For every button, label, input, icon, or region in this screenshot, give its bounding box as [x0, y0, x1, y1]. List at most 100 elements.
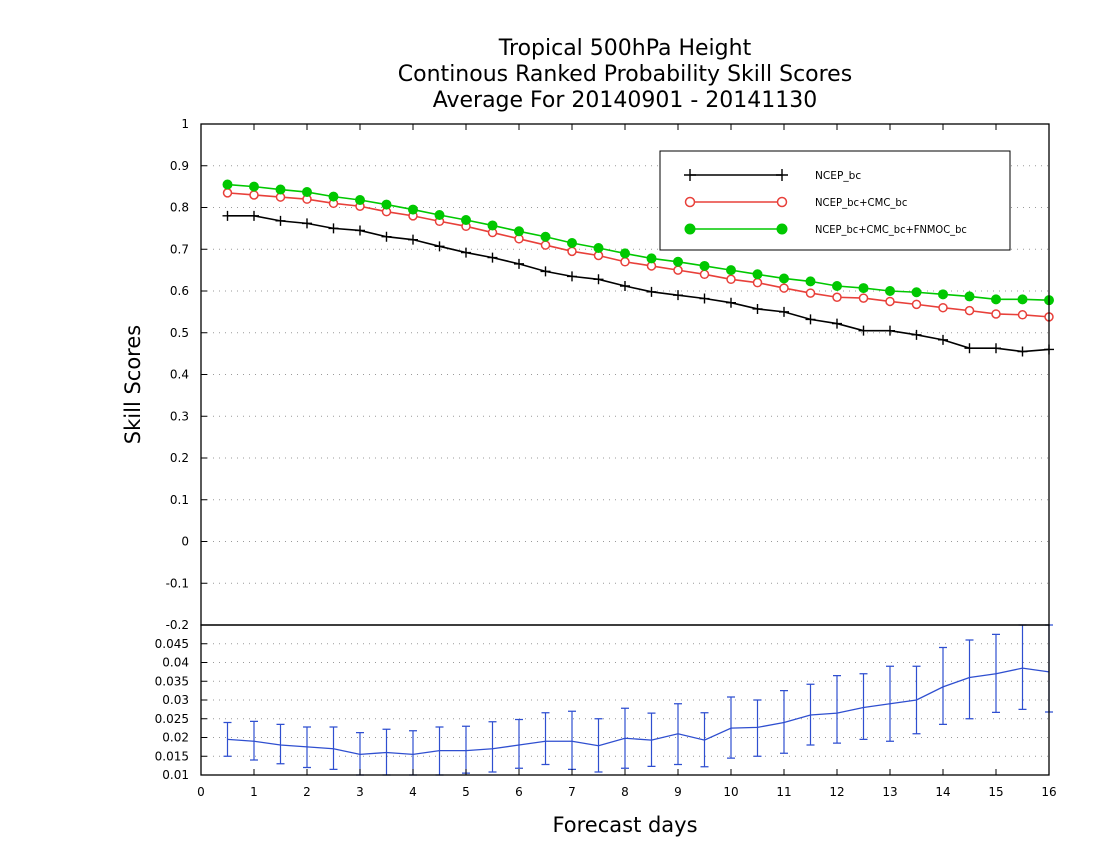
data-point-filled-circle	[964, 291, 975, 302]
error-bar	[594, 718, 603, 773]
data-point-plus	[832, 318, 842, 329]
error-bar	[488, 721, 497, 773]
data-point-filled-circle	[1017, 294, 1028, 305]
data-point-open-circle	[805, 288, 816, 298]
data-point-filled-circle	[885, 286, 895, 296]
data-point-open-circle	[752, 277, 763, 288]
data-point-plus	[911, 329, 922, 340]
x-tick-label: 7	[568, 785, 576, 799]
data-point-plus	[461, 247, 471, 258]
error-bar	[462, 725, 470, 774]
error-bar	[647, 712, 656, 767]
legend-marker-open-circle	[776, 196, 788, 208]
error-bar	[621, 707, 629, 769]
legend-marker-open-circle	[684, 196, 696, 208]
y-tick-label-top: 0.1	[170, 493, 189, 507]
x-tick-label: 2	[303, 785, 311, 799]
data-point-plus	[779, 306, 789, 317]
error-bar	[886, 665, 894, 742]
y-tick-label-bottom: 0.02	[162, 731, 189, 745]
x-tick-label: 4	[409, 785, 417, 799]
x-axis-label: Forecast days	[552, 813, 697, 837]
x-tick-label: 9	[674, 785, 682, 799]
data-point-plus	[302, 218, 312, 229]
data-point-plus	[991, 343, 1001, 354]
chart-title-line-3: Average For 20140901 - 20141130	[432, 88, 818, 113]
data-point-filled-circle	[487, 220, 498, 231]
error-bar	[912, 665, 921, 735]
data-point-open-circle	[620, 257, 630, 267]
data-point-filled-circle	[752, 269, 763, 280]
y-tick-label-top: 0.2	[170, 451, 189, 465]
data-point-open-circle	[858, 293, 869, 303]
data-point-plus	[752, 303, 763, 314]
plot-frame-bottom	[200, 624, 1050, 776]
x-tick-label: 16	[1041, 785, 1056, 799]
legend-marker-plus	[684, 169, 696, 181]
data-point-filled-circle	[302, 187, 312, 198]
data-point-plus	[646, 286, 657, 297]
legend-marker-filled-circle	[776, 223, 788, 235]
legend-label: NCEP_bc	[815, 169, 861, 182]
data-point-filled-circle	[461, 215, 471, 226]
data-point-plus	[434, 241, 445, 252]
y-tick-label-top: 0.8	[170, 201, 189, 215]
data-point-open-circle	[1017, 310, 1028, 320]
error-bar	[780, 690, 788, 754]
x-tick-label: 0	[197, 785, 205, 799]
data-point-filled-circle	[646, 253, 657, 264]
data-point-plus	[726, 297, 736, 308]
y-tick-label-top: 0.9	[170, 159, 189, 173]
data-point-open-circle	[249, 190, 259, 200]
y-tick-label-top: 0.4	[170, 368, 189, 382]
y-tick-label-top: 0.5	[170, 326, 189, 340]
error-bar	[992, 633, 1000, 713]
x-tick-label: 8	[621, 785, 629, 799]
error-bar	[700, 712, 709, 768]
data-point-plus	[620, 280, 630, 291]
data-point-filled-circle	[991, 294, 1001, 305]
error-bar	[568, 710, 576, 770]
data-point-open-circle	[726, 274, 736, 285]
y-tick-label-top: 0.3	[170, 409, 189, 423]
data-point-plus	[514, 258, 524, 269]
y-tick-label-bottom: 0.045	[155, 637, 189, 651]
x-tick-label: 5	[462, 785, 470, 799]
data-point-filled-circle	[620, 248, 630, 259]
data-point-filled-circle	[408, 204, 418, 215]
data-point-open-circle	[911, 299, 922, 310]
data-point-open-circle	[885, 296, 895, 307]
error-bar	[753, 699, 762, 757]
y-tick-label-bottom: 0.035	[155, 674, 189, 688]
error-bar	[939, 646, 947, 725]
x-tick-label: 15	[988, 785, 1003, 799]
y-axis-label: Skill Scores	[121, 325, 145, 444]
x-tick-label: 12	[829, 785, 844, 799]
data-point-open-circle	[673, 265, 683, 275]
data-point-filled-circle	[567, 237, 577, 248]
data-point-plus	[381, 231, 392, 242]
data-point-filled-circle	[222, 179, 233, 190]
legend-marker-filled-circle	[684, 223, 696, 235]
y-tick-label-top: -0.1	[166, 576, 189, 590]
data-point-filled-circle	[381, 199, 392, 210]
x-tick-label: 11	[776, 785, 791, 799]
y-tick-label-top: 0	[181, 535, 189, 549]
data-point-plus	[222, 210, 233, 221]
data-point-filled-circle	[434, 210, 445, 221]
x-tick-label: 3	[356, 785, 364, 799]
legend-label: NCEP_bc+CMC_bc	[815, 196, 907, 209]
error-bar	[250, 720, 258, 761]
data-point-plus	[673, 290, 683, 301]
data-point-filled-circle	[779, 273, 789, 284]
data-point-filled-circle	[832, 280, 842, 291]
data-point-filled-circle	[726, 265, 736, 276]
data-point-plus	[355, 225, 365, 236]
data-point-plus	[858, 325, 869, 336]
error-bar	[727, 696, 735, 759]
x-tick-label: 10	[723, 785, 738, 799]
data-point-filled-circle	[938, 289, 948, 300]
error-bar	[303, 726, 311, 769]
data-point-open-circle	[222, 188, 233, 198]
data-point-filled-circle	[858, 283, 869, 294]
